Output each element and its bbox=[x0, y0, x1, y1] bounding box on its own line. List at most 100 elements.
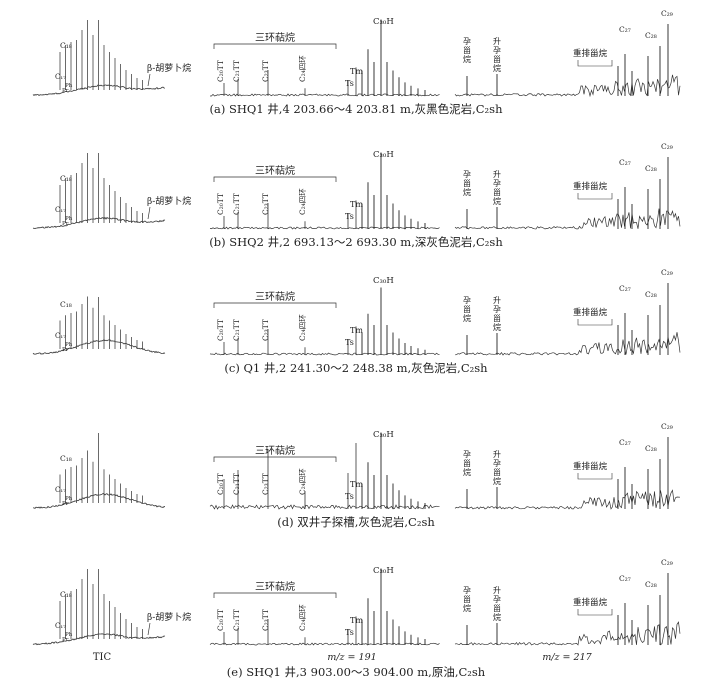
m217-label-c28: C₂₈ bbox=[645, 580, 657, 589]
m191-label-c30h: C₃₀H bbox=[373, 430, 394, 440]
tricyclic-peak-label-1: C₂₁TT bbox=[232, 473, 241, 495]
m217-label-diasteranes: 重排甾烷 bbox=[573, 48, 608, 59]
m217-label-c27: C₂₇ bbox=[619, 25, 631, 34]
diasterane-bracket bbox=[577, 609, 613, 616]
m217-label-c29: C₂₉ bbox=[661, 422, 673, 431]
m217-trace bbox=[454, 332, 681, 356]
m217-label-homopregnane-char: 升 bbox=[493, 586, 501, 595]
m191-label-tm: Tm bbox=[350, 326, 363, 335]
tricyclic-peak-label-3: C₂₄四环 bbox=[298, 188, 307, 215]
tic-annotation-carotane: β-胡萝卜烷 bbox=[147, 62, 191, 74]
tricyclic-group-label: 三环萜烷 bbox=[255, 290, 295, 303]
m217-label-c27: C₂₇ bbox=[619, 438, 631, 447]
tic-annotation-arrow bbox=[147, 206, 151, 220]
m217-label-pregnane-char: 甾 bbox=[463, 45, 471, 55]
tic-label-c17: C₁₇ bbox=[55, 486, 66, 494]
tic-axis-label: TIC bbox=[93, 652, 112, 663]
m217-label-c29: C₂₉ bbox=[661, 9, 673, 18]
tricyclic-bracket bbox=[213, 176, 337, 182]
tricyclic-peak-label-0: C₂₀TT bbox=[216, 60, 225, 82]
tricyclic-peak-label-1: C₂₁TT bbox=[232, 60, 241, 82]
m217-label-diasteranes: 重排甾烷 bbox=[573, 597, 608, 608]
tic-label-pr: Pr bbox=[62, 221, 69, 227]
tricyclic-peak-label-2: C₂₃TT bbox=[261, 319, 270, 341]
tricyclic-group-label: 三环萜烷 bbox=[255, 31, 295, 44]
tic-trace bbox=[32, 339, 166, 355]
panel-caption-d: (d) 双井子探槽,灰色泥岩,C₂sh bbox=[277, 515, 435, 529]
diasterane-bracket bbox=[577, 193, 613, 200]
m217-label-pregnane-char: 孕 bbox=[463, 37, 471, 46]
m217-label-pregnane-char: 烷 bbox=[463, 54, 471, 64]
tic-label-c18: C₁₈ bbox=[60, 300, 72, 309]
m191-label-c30h: C₃₀H bbox=[373, 17, 394, 27]
m217-label-pregnane-char: 孕 bbox=[463, 450, 471, 459]
m217-label-homopregnane-char: 烷 bbox=[493, 63, 501, 73]
m191-label-c30h: C₃₀H bbox=[373, 566, 394, 576]
m217-label-homopregnane-char: 升 bbox=[493, 450, 501, 459]
m217-label-diasteranes: 重排甾烷 bbox=[573, 181, 608, 192]
m217-label-homopregnane-char: 甾 bbox=[493, 54, 501, 64]
m217-label-pregnane: 孕甾烷 bbox=[463, 450, 471, 477]
m217-trace bbox=[454, 208, 681, 230]
tricyclic-peak-label-0: C₂₀TT bbox=[216, 609, 225, 631]
m217-label-pregnane: 孕甾烷 bbox=[463, 296, 471, 323]
diasterane-bracket bbox=[577, 319, 613, 326]
diasterane-bracket bbox=[577, 60, 613, 67]
tic-label-c18: C₁₈ bbox=[60, 590, 72, 599]
m191-label-tm: Tm bbox=[350, 200, 363, 209]
m217-label-c28: C₂₈ bbox=[645, 444, 657, 453]
tricyclic-peak-label-3: C₂₄四环 bbox=[298, 314, 307, 341]
m191-label-ts: Ts bbox=[345, 338, 354, 347]
m217-label-homopregnane-char: 孕 bbox=[493, 595, 501, 604]
tricyclic-peak-label-2: C₂₃TT bbox=[261, 473, 270, 495]
tricyclic-peak-label-0: C₂₀TT bbox=[216, 319, 225, 341]
m217-label-homopregnane-char: 升 bbox=[493, 37, 501, 46]
m217-label-c27: C₂₇ bbox=[619, 284, 631, 293]
panel-caption-e: (e) SHQ1 井,3 903.00～3 904.00 m,原油,C₂sh bbox=[227, 665, 486, 679]
tic-label-c18: C₁₈ bbox=[60, 41, 72, 50]
panel-caption-a: (a) SHQ1 井,4 203.66～4 203.81 m,灰黑色泥岩,C₂s… bbox=[210, 102, 504, 116]
m217-label-homopregnane-char: 烷 bbox=[493, 476, 501, 486]
tricyclic-bracket bbox=[213, 592, 337, 598]
m217-label-homopregnane-char: 孕 bbox=[493, 459, 501, 468]
m217-label-pregnane-char: 烷 bbox=[463, 313, 471, 323]
m217-label-homopregnane-char: 孕 bbox=[493, 305, 501, 314]
m191-trace bbox=[210, 93, 440, 97]
tricyclic-peak-label-1: C₂₁TT bbox=[232, 193, 241, 215]
m217-trace bbox=[454, 74, 681, 98]
tricyclic-peak-label-2: C₂₃TT bbox=[261, 609, 270, 631]
m217-label-homopregnane-char: 甾 bbox=[493, 603, 501, 613]
m191-trace bbox=[209, 226, 440, 230]
m217-label-homopregnane-char: 甾 bbox=[493, 467, 501, 477]
tic-annotation-carotane: β-胡萝卜烷 bbox=[147, 611, 191, 623]
m217-label-c28: C₂₈ bbox=[645, 31, 657, 40]
m217-label-pregnane-char: 烷 bbox=[463, 603, 471, 613]
m217-label-pregnane-char: 孕 bbox=[463, 170, 471, 179]
m217-label-homopregnane-char: 孕 bbox=[493, 179, 501, 188]
tic-label-ph: Ph bbox=[65, 216, 73, 222]
tic-label-ph: Ph bbox=[65, 83, 73, 89]
tic-label-pr: Pr bbox=[62, 88, 69, 94]
m217-label-homopregnane-char: 孕 bbox=[493, 46, 501, 55]
tricyclic-peak-label-3: C₂₄四环 bbox=[298, 55, 307, 82]
tic-annotation-arrow bbox=[147, 73, 151, 87]
m191-label-c30h: C₃₀H bbox=[373, 150, 394, 160]
m217-label-c29: C₂₉ bbox=[661, 268, 673, 277]
m217-label-pregnane: 孕甾烷 bbox=[463, 586, 471, 613]
m217-label-c28: C₂₈ bbox=[645, 164, 657, 173]
m217-label-pregnane: 孕甾烷 bbox=[463, 37, 471, 64]
m217-label-homopregnane-char: 甾 bbox=[493, 313, 501, 323]
tricyclic-peak-label-3: C₂₄四环 bbox=[298, 604, 307, 631]
m217-label-c27: C₂₇ bbox=[619, 158, 631, 167]
m191-label-tm: Tm bbox=[350, 616, 363, 625]
tricyclic-peak-label-0: C₂₀TT bbox=[216, 193, 225, 215]
m217-label-pregnane-char: 孕 bbox=[463, 296, 471, 305]
